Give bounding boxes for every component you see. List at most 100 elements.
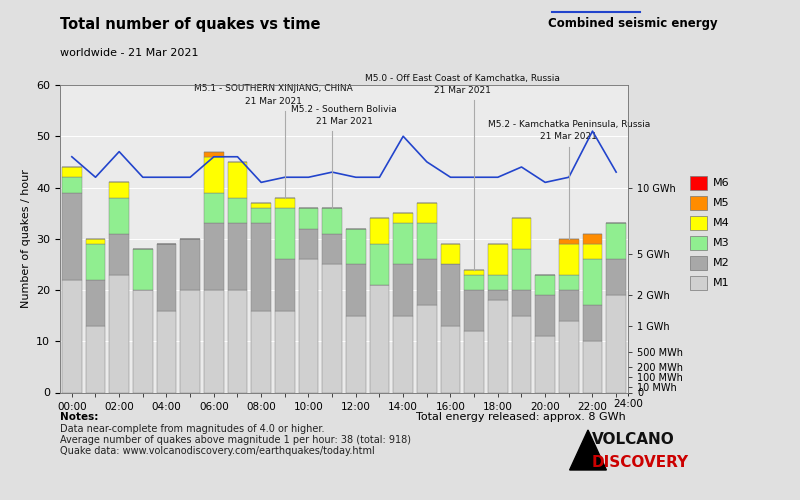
Text: M5.0 - Off East Coast of Kamchatka, Russia
21 Mar 2021: M5.0 - Off East Coast of Kamchatka, Russ…	[365, 74, 560, 95]
Bar	[228, 198, 247, 224]
Bar	[441, 264, 460, 326]
Bar	[370, 218, 390, 244]
Bar	[251, 310, 271, 392]
Text: Combined seismic energy: Combined seismic energy	[548, 18, 718, 30]
Text: M5: M5	[713, 198, 730, 208]
Bar	[559, 321, 578, 392]
Bar	[62, 192, 82, 280]
Bar	[512, 290, 531, 316]
Bar	[346, 228, 366, 264]
Bar	[133, 249, 153, 290]
Bar	[275, 259, 294, 310]
Bar	[559, 244, 578, 274]
Text: M6: M6	[713, 178, 730, 188]
Bar	[535, 274, 555, 295]
Bar	[417, 203, 437, 224]
Bar	[251, 203, 271, 208]
Bar	[417, 224, 437, 259]
Bar	[488, 300, 507, 392]
Bar	[62, 280, 82, 392]
Bar	[62, 178, 82, 192]
Bar	[488, 244, 507, 274]
Bar	[298, 259, 318, 392]
Bar	[370, 285, 390, 393]
Bar	[559, 274, 578, 290]
Text: M4: M4	[713, 218, 730, 228]
Bar	[298, 228, 318, 259]
Bar	[110, 234, 129, 274]
Bar	[133, 290, 153, 392]
Bar	[582, 234, 602, 244]
Text: Quake data: www.volcanodiscovery.com/earthquakes/today.html: Quake data: www.volcanodiscovery.com/ear…	[60, 446, 374, 456]
Bar	[62, 167, 82, 177]
Bar	[110, 182, 129, 198]
Text: Average number of quakes above magnitude 1 per hour: 38 (total: 918): Average number of quakes above magnitude…	[60, 435, 411, 445]
Text: DISCOVERY: DISCOVERY	[592, 455, 689, 470]
Bar	[394, 316, 413, 392]
Bar	[582, 306, 602, 341]
Bar	[441, 326, 460, 392]
Bar	[417, 306, 437, 392]
Bar	[204, 192, 223, 224]
Bar	[394, 213, 413, 224]
Bar	[228, 290, 247, 392]
Bar	[298, 208, 318, 229]
Bar	[275, 310, 294, 392]
Text: VOLCANO: VOLCANO	[592, 432, 674, 448]
Bar	[346, 264, 366, 316]
Text: M3: M3	[713, 238, 730, 248]
Bar	[582, 341, 602, 392]
Bar	[181, 239, 200, 290]
Text: M5.1 - SOUTHERN XINJIANG, CHINA
21 Mar 2021: M5.1 - SOUTHERN XINJIANG, CHINA 21 Mar 2…	[194, 84, 352, 106]
Bar	[322, 264, 342, 392]
Bar	[228, 224, 247, 290]
Bar	[417, 259, 437, 306]
Text: M5.2 - Kamchatka Peninsula, Russia
21 Mar 2021: M5.2 - Kamchatka Peninsula, Russia 21 Ma…	[488, 120, 650, 142]
Bar	[441, 244, 460, 264]
Bar	[582, 244, 602, 259]
Bar	[606, 259, 626, 295]
Text: worldwide - 21 Mar 2021: worldwide - 21 Mar 2021	[60, 48, 198, 58]
Bar	[86, 244, 106, 280]
Y-axis label: Number of quakes / hour: Number of quakes / hour	[21, 170, 30, 308]
Bar	[488, 274, 507, 290]
Bar	[346, 316, 366, 392]
Bar	[228, 162, 247, 198]
Bar	[251, 224, 271, 310]
Bar	[86, 239, 106, 244]
Bar	[370, 244, 390, 285]
Bar	[251, 208, 271, 224]
Bar	[465, 270, 484, 274]
Bar	[559, 239, 578, 244]
Bar	[110, 198, 129, 234]
Bar	[465, 331, 484, 392]
Bar	[582, 259, 602, 306]
Text: Total energy released: approx. 8 GWh: Total energy released: approx. 8 GWh	[416, 412, 626, 422]
Bar	[465, 274, 484, 290]
Bar	[559, 290, 578, 321]
Text: M1: M1	[713, 278, 730, 288]
Bar	[535, 336, 555, 392]
Text: Notes:: Notes:	[60, 412, 98, 422]
Bar	[512, 249, 531, 290]
Bar	[322, 234, 342, 264]
Bar	[322, 208, 342, 234]
Bar	[606, 224, 626, 259]
Bar	[181, 290, 200, 392]
Bar	[512, 316, 531, 392]
Bar	[488, 290, 507, 300]
Text: Total number of quakes vs time: Total number of quakes vs time	[60, 18, 321, 32]
Text: M5.2 - Southern Bolivia
21 Mar 2021: M5.2 - Southern Bolivia 21 Mar 2021	[291, 104, 397, 126]
Bar	[275, 198, 294, 208]
Bar	[157, 310, 176, 392]
Bar	[204, 152, 223, 157]
Bar	[275, 208, 294, 259]
Bar	[204, 157, 223, 192]
Bar	[394, 264, 413, 316]
Bar	[535, 295, 555, 336]
Bar	[512, 218, 531, 249]
Bar	[110, 274, 129, 392]
Bar	[465, 290, 484, 331]
Bar	[86, 326, 106, 392]
Text: Data near-complete from magnitudes of 4.0 or higher.: Data near-complete from magnitudes of 4.…	[60, 424, 325, 434]
